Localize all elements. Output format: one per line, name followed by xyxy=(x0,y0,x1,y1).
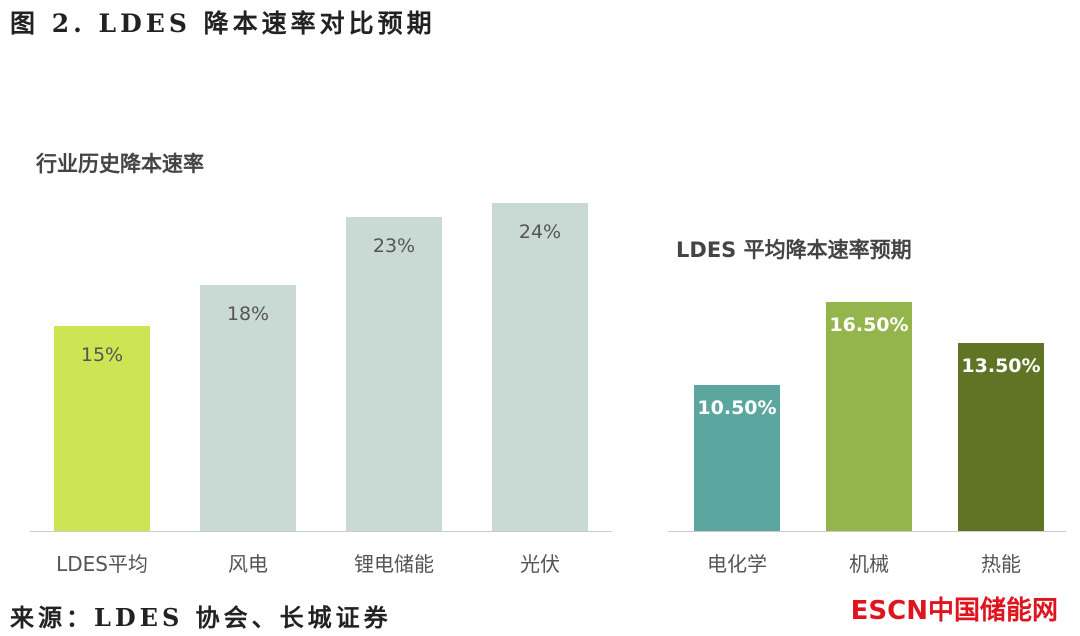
category-label: 热能 xyxy=(981,552,1021,576)
chart-2-x-axis xyxy=(668,531,1066,532)
category-label: 机械 xyxy=(849,552,889,576)
category-label: LDES平均 xyxy=(56,552,148,576)
category-label: 电化学 xyxy=(707,552,767,576)
bar-1-0: 15% xyxy=(54,325,150,531)
figure-title: 图 2. LDES 降本速率对比预期 xyxy=(10,9,436,38)
data-label: 16.50% xyxy=(829,313,909,336)
source-note: 来源：LDES 协会、长城证券 xyxy=(10,603,392,632)
bar-2-0: 10.50% xyxy=(694,385,780,531)
data-label: 18% xyxy=(226,302,270,325)
bar-1-3: 24% xyxy=(492,202,588,531)
bar-1-1: 18% xyxy=(200,284,296,531)
chart-2-title: LDES 平均降本速率预期 xyxy=(676,238,912,262)
bar-2-1: 16.50% xyxy=(826,301,912,531)
escn-logo: ESCN中国储能网 xyxy=(850,596,1058,626)
data-label: 10.50% xyxy=(697,397,777,420)
bar-1-2: 23% xyxy=(346,216,442,531)
data-label: 15% xyxy=(80,343,124,366)
category-label: 风电 xyxy=(228,552,268,576)
data-label: 24% xyxy=(518,220,562,243)
data-label: 23% xyxy=(372,234,416,257)
chart-1-title: 行业历史降本速率 xyxy=(36,152,204,176)
data-label: 13.50% xyxy=(961,355,1041,378)
category-label: 锂电储能 xyxy=(354,552,434,576)
bar-2-2: 13.50% xyxy=(958,343,1044,531)
category-label: 光伏 xyxy=(520,552,560,576)
chart-1-x-axis xyxy=(30,531,612,532)
